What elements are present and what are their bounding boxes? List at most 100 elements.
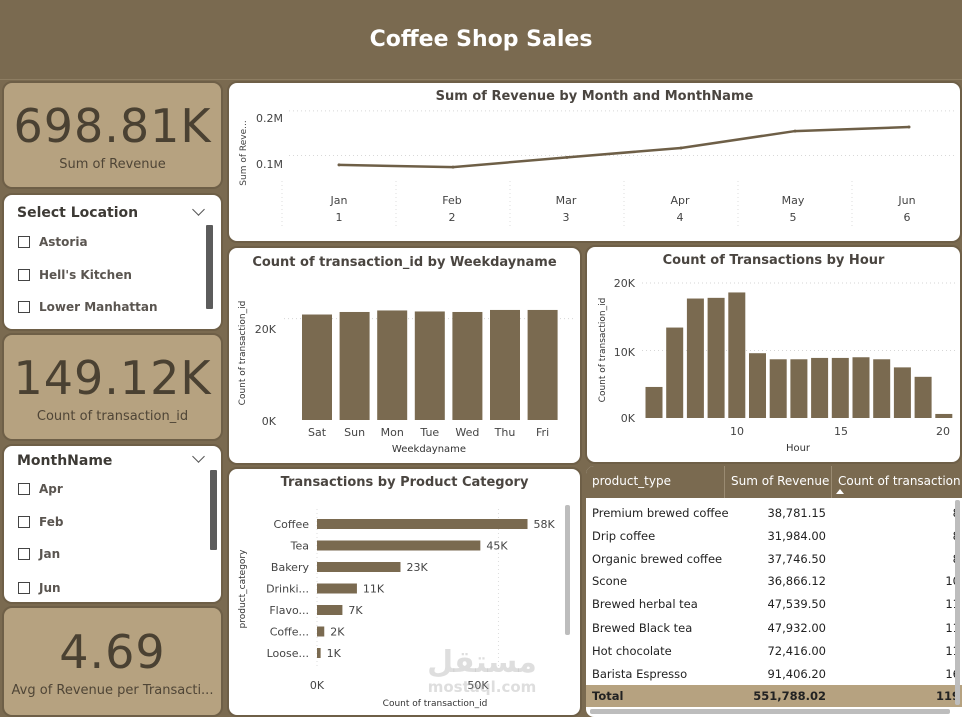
- table-row[interactable]: Drip coffee 31,984.00 8: [586, 525, 962, 548]
- table-cell: 38,781.15: [767, 506, 826, 520]
- bar-hour-8[interactable]: [686, 298, 704, 418]
- hour-chart-title: Count of Transactions by Hour: [662, 253, 885, 268]
- bar-hour-18[interactable]: [893, 367, 911, 418]
- x-tick-label: Fri: [536, 426, 549, 439]
- x-tick-label: 0K: [310, 679, 325, 692]
- month-option-label: Feb: [39, 515, 64, 529]
- bar-hour-11[interactable]: [749, 353, 766, 418]
- bar-category[interactable]: [317, 519, 528, 529]
- checkbox[interactable]: [18, 236, 30, 248]
- table-row[interactable]: Premium brewed coffee 38,781.15 8: [586, 502, 962, 525]
- data-point[interactable]: [451, 165, 455, 169]
- chart-scrollbar[interactable]: [565, 505, 570, 635]
- data-point[interactable]: [907, 125, 911, 129]
- bar-category[interactable]: [317, 648, 321, 658]
- month-option-jun[interactable]: Jun: [18, 581, 61, 595]
- y-axis-label: Count of transaction_id: [598, 298, 608, 403]
- category-bar-chart: product_category 0K 50K Count of transac…: [238, 505, 570, 709]
- kpi-transactions-card: 149.12K Count of transaction_id: [2, 333, 223, 441]
- bar-fri[interactable]: [527, 309, 558, 420]
- table-total-row: Total 551,788.02 119: [586, 685, 962, 707]
- data-point[interactable]: [565, 155, 569, 159]
- bar-hour-6[interactable]: [645, 386, 663, 418]
- x-tick-label: 3: [563, 211, 570, 224]
- bar-sun[interactable]: [339, 311, 370, 420]
- y-axis-label: Count of transaction_id: [238, 301, 248, 406]
- location-slicer-scrollbar[interactable]: [206, 225, 213, 309]
- table-row[interactable]: Hot chocolate 72,416.00 11: [586, 640, 962, 663]
- table-horizontal-scrollbar[interactable]: [590, 709, 950, 714]
- checkbox[interactable]: [18, 548, 30, 560]
- table-row[interactable]: Brewed herbal tea 47,539.50 11: [586, 593, 962, 616]
- table-cell: 119: [935, 689, 960, 703]
- weekday-bar-chart: Count of transaction_id 20K 0K Weekdayna…: [238, 301, 574, 455]
- table-cell: Organic brewed coffee: [592, 552, 723, 566]
- column-header-product-type[interactable]: product_type: [586, 466, 725, 498]
- bar-thu[interactable]: [490, 309, 520, 420]
- bar-hour-9[interactable]: [707, 297, 725, 418]
- x-tick-label: 5: [790, 211, 797, 224]
- location-option-astoria[interactable]: Astoria: [18, 235, 88, 249]
- location-option-lower-manhattan[interactable]: Lower Manhattan: [18, 300, 158, 314]
- month-option-apr[interactable]: Apr: [18, 482, 63, 496]
- kpi-transactions-label: Count of transaction_id: [36, 408, 189, 424]
- table-row[interactable]: Organic brewed coffee 37,746.50 8: [586, 548, 962, 571]
- bar-category[interactable]: [317, 626, 325, 637]
- data-label: 45K: [486, 540, 508, 553]
- chevron-down-icon[interactable]: [192, 450, 205, 463]
- bar-hour-15[interactable]: [831, 357, 849, 418]
- bar-category[interactable]: [317, 562, 401, 572]
- bar-hour-20[interactable]: [935, 413, 953, 418]
- x-axis-label: Hour: [786, 443, 811, 454]
- data-label: 1K: [327, 647, 342, 660]
- bar-category[interactable]: [317, 605, 343, 615]
- month-option-label: Jun: [39, 581, 61, 595]
- table-cell: Barista Espresso: [592, 667, 688, 681]
- bar-sat[interactable]: [302, 314, 332, 420]
- checkbox[interactable]: [18, 516, 30, 528]
- checkbox[interactable]: [18, 483, 30, 495]
- column-header-revenue[interactable]: Sum of Revenue: [725, 466, 832, 498]
- x-tick-label: 15: [834, 425, 848, 438]
- revenue-line-chart-card: Sum of Revenue by Month and MonthName Su…: [227, 81, 962, 243]
- location-option-hells-kitchen[interactable]: Hell's Kitchen: [18, 268, 132, 282]
- table-row[interactable]: Barista Espresso 91,406.20 16: [586, 663, 962, 686]
- bar-hour-12[interactable]: [769, 359, 787, 418]
- bar-hour-19[interactable]: [914, 376, 932, 418]
- data-point[interactable]: [793, 129, 797, 133]
- data-point[interactable]: [337, 163, 341, 167]
- data-point[interactable]: [679, 146, 683, 150]
- column-header-label: product_type: [592, 474, 671, 488]
- table-row[interactable]: Brewed Black tea 47,932.00 11: [586, 617, 962, 640]
- bar-hour-7[interactable]: [666, 327, 684, 418]
- column-header-count[interactable]: Count of transaction: [832, 466, 962, 498]
- bar-category[interactable]: [317, 583, 357, 594]
- table-row[interactable]: Scone 36,866.12 10: [586, 570, 962, 593]
- checkbox[interactable]: [18, 269, 30, 281]
- revenue-line: [338, 125, 910, 169]
- y-tick-label: 0.2M: [256, 112, 283, 125]
- table-vertical-scrollbar[interactable]: [955, 500, 960, 705]
- month-slicer-title: MonthName: [17, 453, 113, 469]
- table-cell: 551,788.02: [753, 689, 826, 703]
- bar-hour-10[interactable]: [728, 292, 746, 418]
- table-cell: Brewed herbal tea: [592, 597, 698, 611]
- sort-ascending-icon[interactable]: [836, 489, 844, 494]
- checkbox[interactable]: [18, 582, 30, 594]
- bar-hour-17[interactable]: [873, 359, 891, 418]
- kpi-transactions-value: 149.12K: [13, 350, 212, 405]
- bar-wed[interactable]: [452, 311, 483, 420]
- bar-category[interactable]: [317, 540, 481, 551]
- month-option-jan[interactable]: Jan: [18, 547, 60, 561]
- bar-hour-13[interactable]: [790, 359, 808, 418]
- x-tick-label: Feb: [442, 194, 461, 207]
- month-slicer-scrollbar[interactable]: [210, 470, 217, 550]
- bar-hour-16[interactable]: [852, 357, 870, 418]
- bar-hour-14[interactable]: [811, 357, 829, 418]
- y-tick-label: Drinki...: [266, 583, 309, 596]
- bar-mon[interactable]: [377, 310, 408, 420]
- chevron-down-icon[interactable]: [192, 203, 205, 216]
- bar-tue[interactable]: [414, 311, 445, 420]
- month-option-feb[interactable]: Feb: [18, 515, 63, 529]
- checkbox[interactable]: [18, 301, 30, 313]
